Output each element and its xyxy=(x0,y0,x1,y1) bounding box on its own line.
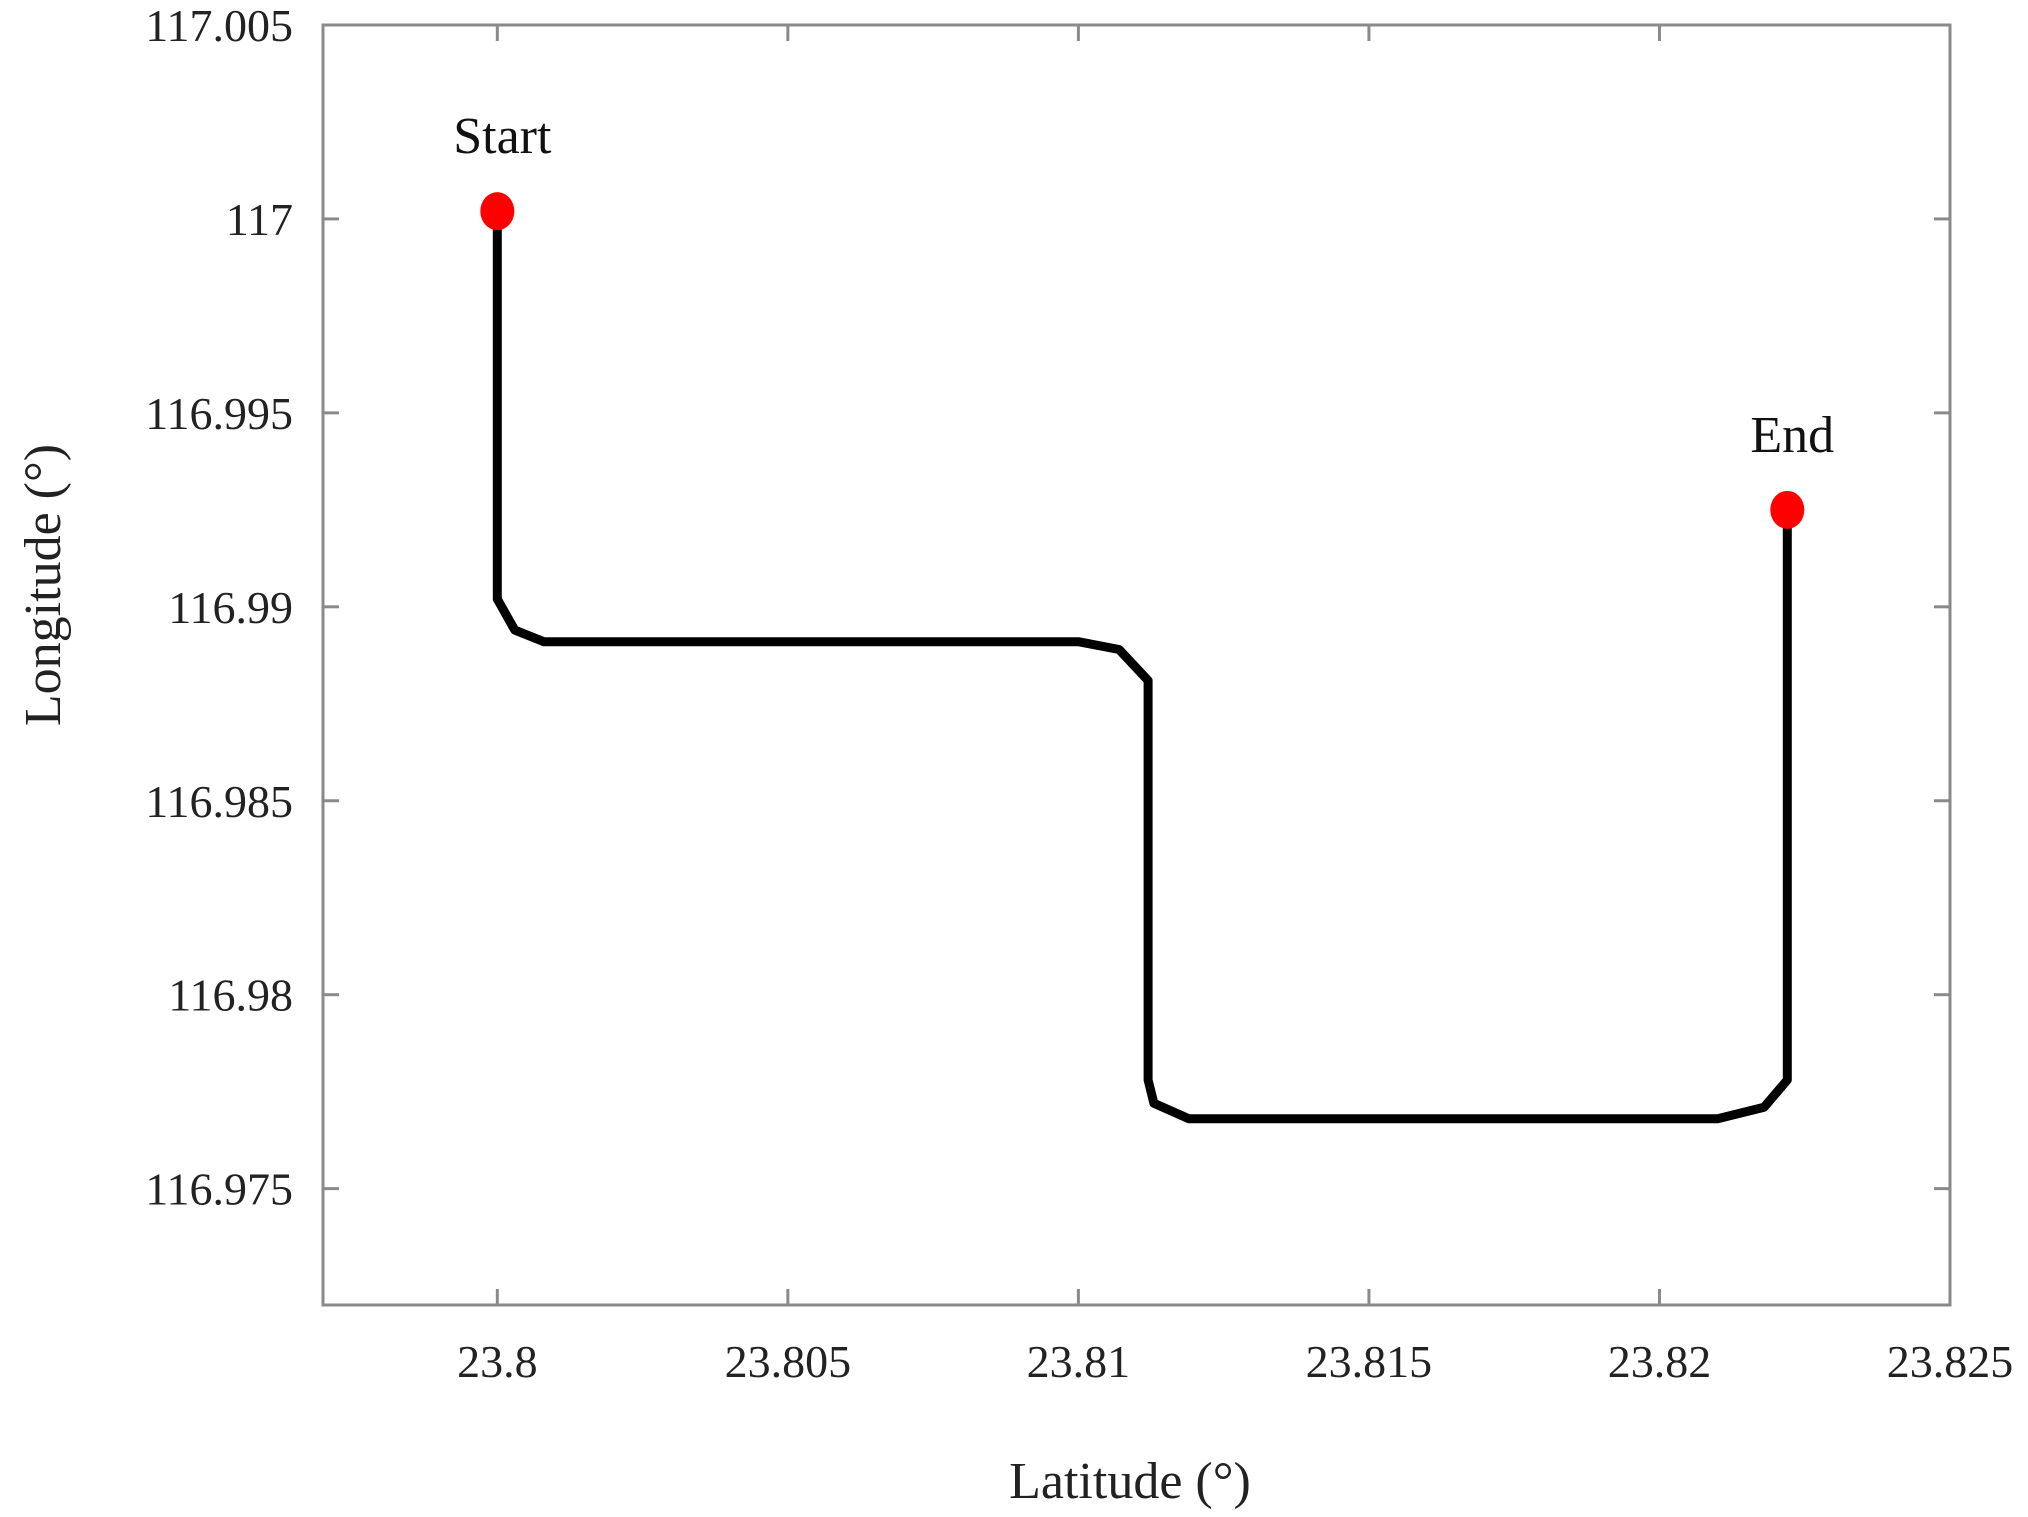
end-label: End xyxy=(1750,407,1834,464)
y-tick-label: 117.005 xyxy=(145,0,293,51)
y-ticks: 116.975 116.98 116.985 116.99 116.995 117 117.… xyxy=(145,0,1950,1215)
y-tick-label: 117 xyxy=(226,194,293,245)
route-line xyxy=(492,206,1792,1124)
x-tick-label: 23.815 xyxy=(1306,1336,1433,1387)
markers: Start End xyxy=(453,108,1834,529)
start-label: Start xyxy=(453,108,552,165)
x-tick-label: 23.805 xyxy=(725,1336,852,1387)
y-tick-label: 116.995 xyxy=(145,388,293,439)
plot-frame xyxy=(321,23,1952,1307)
start-marker xyxy=(480,192,515,231)
x-tick-label: 23.82 xyxy=(1608,1336,1712,1387)
x-tick-label: 23.81 xyxy=(1027,1336,1131,1387)
x-axis-label: Latitude (°) xyxy=(1009,1453,1251,1510)
y-tick-label: 116.98 xyxy=(168,970,293,1021)
y-tick-label: 116.975 xyxy=(145,1164,293,1215)
y-tick-label: 116.985 xyxy=(145,776,293,827)
y-axis-label: Longitude (°) xyxy=(15,444,72,726)
x-tick-label: 23.825 xyxy=(1887,1336,2014,1387)
x-tick-label: 23.8 xyxy=(457,1336,538,1387)
end-marker xyxy=(1770,490,1805,529)
y-tick-label: 116.99 xyxy=(168,582,293,633)
x-ticks: 23.8 23.805 23.81 23.815 23.82 23.825 xyxy=(457,25,2013,1387)
